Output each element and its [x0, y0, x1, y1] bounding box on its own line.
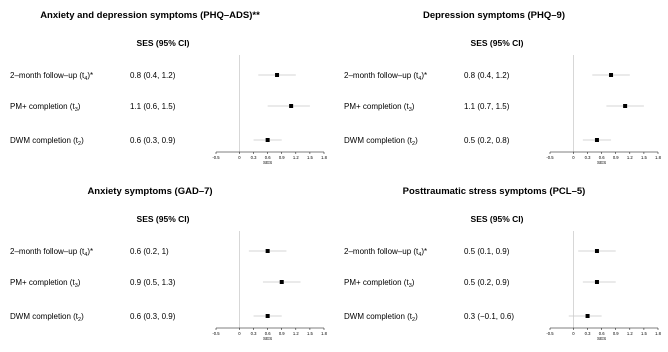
- forest-plot-svg: Depression symptoms (PHQ–9) SES (95% CI) 2…: [344, 10, 662, 165]
- row-label: PM+ completion (t3): [10, 278, 81, 289]
- point-estimate: [585, 314, 590, 318]
- row-label: PM+ completion (t3): [10, 102, 81, 113]
- column-header: SES (95% CI): [471, 214, 524, 224]
- row-label: DWM completion (t2): [344, 312, 418, 323]
- x-tick-label: 0.6: [265, 331, 271, 336]
- chart-title: Posttraumatic stress symptoms (PCL–5): [403, 186, 586, 197]
- ci-value: 1.1 (0.6, 1.5): [130, 102, 176, 111]
- forest-plot-svg: Anxiety and depression symptoms (PHQ–ADS…: [10, 10, 328, 165]
- ci-value: 0.5 (0.1, 0.9): [464, 247, 510, 256]
- x-tick-label: 0.9: [613, 331, 619, 336]
- ci-value: 0.8 (0.4, 1.2): [464, 71, 510, 80]
- forest-plot-panel: Posttraumatic stress symptoms (PCL–5) SES…: [334, 176, 668, 352]
- x-tick-label: 0.6: [599, 331, 605, 336]
- x-tick-label: 0.3: [251, 331, 257, 336]
- ci-value: 0.6 (0.3, 0.9): [130, 136, 176, 145]
- row-label: 2–month follow–up (t4)*: [10, 71, 93, 82]
- x-axis-label: SES: [263, 336, 272, 341]
- x-tick-label: 0.9: [279, 331, 285, 336]
- ci-value: 0.8 (0.4, 1.2): [130, 71, 176, 80]
- row-label: DWM completion (t2): [10, 312, 84, 323]
- point-estimate: [594, 249, 599, 253]
- forest-plot-panel: Anxiety and depression symptoms (PHQ–ADS…: [0, 0, 334, 176]
- x-tick-label: 1.2: [293, 331, 299, 336]
- chart-title: Anxiety symptoms (GAD–7): [87, 186, 212, 197]
- point-estimate: [594, 280, 599, 284]
- forest-plot-svg: Posttraumatic stress symptoms (PCL–5) SES…: [344, 186, 662, 341]
- point-estimate: [265, 314, 270, 318]
- ci-value: 0.5 (0.2, 0.9): [464, 278, 510, 287]
- x-tick-label: 1.8: [321, 331, 327, 336]
- row-label: 2–month follow–up (t4)*: [344, 247, 427, 258]
- x-tick-label: 1.5: [641, 331, 647, 336]
- x-tick-label: -0.5: [212, 331, 220, 336]
- point-estimate: [609, 73, 614, 77]
- row-label: DWM completion (t2): [344, 136, 418, 147]
- x-tick-label: 0.3: [585, 155, 591, 160]
- x-tick-label: 1.8: [655, 155, 661, 160]
- ci-value: 0.6 (0.3, 0.9): [130, 312, 176, 321]
- x-tick-label: 1.5: [641, 155, 647, 160]
- point-estimate: [265, 138, 270, 142]
- x-tick-label: 0.9: [279, 155, 285, 160]
- point-estimate: [275, 73, 280, 77]
- x-tick-label: 0: [238, 331, 241, 336]
- point-estimate: [594, 138, 599, 142]
- x-tick-label: 0: [238, 155, 241, 160]
- ci-value: 0.5 (0.2, 0.8): [464, 136, 510, 145]
- point-estimate: [289, 104, 294, 108]
- row-label: PM+ completion (t3): [344, 102, 415, 113]
- point-estimate: [265, 249, 270, 253]
- forest-plot-panel: Anxiety symptoms (GAD–7) SES (95% CI) 2–mo…: [0, 176, 334, 352]
- column-header: SES (95% CI): [137, 214, 190, 224]
- x-tick-label: 1.5: [307, 155, 313, 160]
- point-estimate: [623, 104, 628, 108]
- x-tick-label: 1.2: [627, 331, 633, 336]
- chart-title: Anxiety and depression symptoms (PHQ–ADS…: [40, 10, 260, 21]
- x-tick-label: 1.5: [307, 331, 313, 336]
- point-estimate: [279, 280, 284, 284]
- x-tick-label: -0.5: [546, 331, 554, 336]
- x-axis-label: SES: [597, 336, 606, 341]
- x-axis-label: SES: [263, 160, 272, 165]
- x-tick-label: 0.3: [585, 331, 591, 336]
- row-label: PM+ completion (t3): [344, 278, 415, 289]
- x-tick-label: 0.9: [613, 155, 619, 160]
- x-tick-label: 0: [572, 155, 575, 160]
- row-label: 2–month follow–up (t4)*: [10, 247, 93, 258]
- ci-value: 0.6 (0.2, 1): [130, 247, 169, 256]
- x-tick-label: -0.5: [212, 155, 220, 160]
- row-label: 2–month follow–up (t4)*: [344, 71, 427, 82]
- x-axis-label: SES: [597, 160, 606, 165]
- x-tick-label: 0.6: [265, 155, 271, 160]
- x-tick-label: 1.8: [655, 331, 661, 336]
- forest-plot-panel: Depression symptoms (PHQ–9) SES (95% CI) 2…: [334, 0, 668, 176]
- ci-value: 1.1 (0.7, 1.5): [464, 102, 510, 111]
- ci-value: 0.9 (0.5, 1.3): [130, 278, 176, 287]
- x-tick-label: 0.3: [251, 155, 257, 160]
- x-tick-label: 1.2: [293, 155, 299, 160]
- x-tick-label: 1.8: [321, 155, 327, 160]
- x-tick-label: 0: [572, 331, 575, 336]
- x-tick-label: 0.6: [599, 155, 605, 160]
- column-header: SES (95% CI): [471, 38, 524, 48]
- x-tick-label: 1.2: [627, 155, 633, 160]
- chart-title: Depression symptoms (PHQ–9): [423, 10, 565, 21]
- column-header: SES (95% CI): [137, 38, 190, 48]
- row-label: DWM completion (t2): [10, 136, 84, 147]
- x-tick-label: -0.5: [546, 155, 554, 160]
- forest-plot-svg: Anxiety symptoms (GAD–7) SES (95% CI) 2–mo…: [10, 186, 328, 341]
- ci-value: 0.3 (−0.1, 0.6): [464, 312, 514, 321]
